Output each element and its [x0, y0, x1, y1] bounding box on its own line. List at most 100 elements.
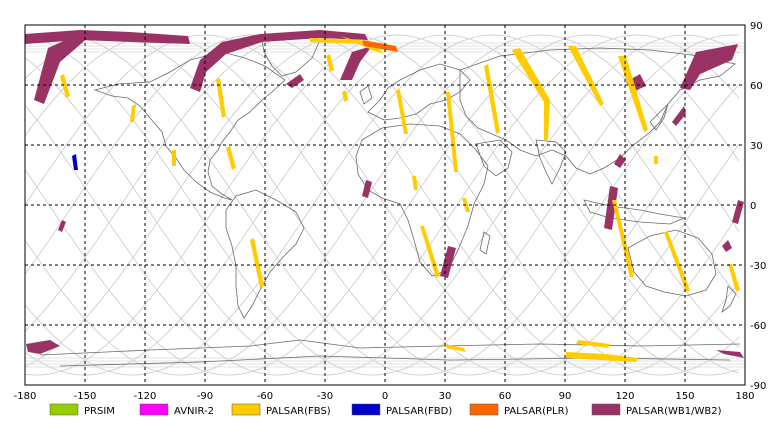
legend-item: PALSAR(PLR): [469, 403, 569, 417]
swath-wb-china: [614, 154, 626, 168]
longitude-tick-label: 30: [439, 391, 452, 402]
swath-fbs-alaska: [60, 74, 70, 98]
swath-fbs-greenland-arc: [340, 36, 384, 54]
swath-fbs-russia: [484, 64, 500, 134]
swath-fbs-europe-1: [396, 90, 408, 134]
swath-wb-greenland: [340, 46, 372, 80]
longitude-tick-labels: -180 -150 -120 -90 -60 -30 0 30 60 90 120 150 180: [14, 391, 755, 402]
swath-wb-vanuatu: [722, 240, 732, 252]
legend-swatch: [49, 403, 79, 416]
swath-fbs-central-america: [172, 150, 176, 166]
longitude-tick-label: 90: [559, 391, 572, 402]
swath-fbs-antarctic-2: [566, 352, 638, 362]
swath-fbs-greenland-west: [326, 54, 334, 72]
legend-label: PRSIM: [84, 406, 115, 417]
swath-fbs-central-asia-2: [568, 46, 604, 106]
legend-label: PALSAR(PLR): [504, 406, 569, 417]
swath-fbs-mexico: [226, 146, 236, 170]
swath-fbs-pacific-nw: [130, 104, 136, 122]
latitude-tick-label: 30: [750, 141, 763, 152]
orbit-track: [24, 34, 740, 376]
latitude-tick-label: 0: [750, 201, 756, 212]
legend-swatch: [591, 403, 621, 416]
legend-swatch: [351, 403, 381, 416]
longitude-tick-label: -30: [317, 391, 333, 402]
orbit-track: [24, 34, 740, 376]
coast-japan: [649, 102, 669, 131]
coast-madagascar: [479, 231, 491, 255]
coast-india: [535, 139, 567, 185]
sensor-legend: PRSIM AVNIR-2 PALSAR(FBS) PALSAR(FBD) PALSAR…: [49, 403, 722, 417]
swath-fbs-iberia: [342, 90, 348, 102]
legend-item: PALSAR(FBD): [351, 403, 452, 417]
coast-north-america: [93, 51, 286, 201]
legend-label: PALSAR(FBD): [386, 406, 452, 417]
swath-fbs-australia: [664, 232, 690, 292]
swath-plr-north-atlantic: [362, 40, 398, 52]
longitude-tick-label: 60: [499, 391, 512, 402]
swath-wb-japan: [672, 106, 686, 126]
orbit-track: [24, 34, 740, 376]
coast-new-zealand: [721, 285, 737, 314]
legend-label: AVNIR-2: [174, 406, 214, 417]
legend-item: PRSIM: [49, 403, 115, 417]
legend-swatch: [231, 403, 261, 416]
coverage-swaths: [25, 30, 744, 362]
latitude-tick-label: 60: [750, 81, 763, 92]
coast-asia: [459, 47, 736, 175]
orbit-track: [24, 34, 740, 376]
swath-fbs-central-asia-1: [512, 48, 550, 140]
swath-wb-indonesia: [604, 186, 618, 230]
legend-swatch: [469, 403, 499, 416]
swath-wb-canada-arc: [190, 30, 368, 92]
longitude-tick-label: 0: [382, 391, 388, 402]
longitude-tick-label: -180: [14, 391, 37, 402]
swath-fbs-antarctic-3: [576, 340, 610, 348]
graticule: [25, 25, 745, 385]
longitude-tick-label: 120: [615, 391, 634, 402]
coast-south-america: [225, 189, 305, 319]
swath-wb-south-africa: [440, 246, 456, 278]
swath-fbs-west-africa: [412, 176, 418, 190]
longitude-tick-label: -120: [134, 391, 157, 402]
legend-label: PALSAR(FBS): [266, 406, 331, 417]
swath-fbs-andes: [250, 238, 264, 288]
legend-label: PALSAR(WB1/WB2): [626, 406, 722, 417]
latitude-tick-label: 90: [750, 21, 763, 32]
legend-item: PALSAR(FBS): [231, 403, 331, 417]
swath-fbs-arctic-canada: [310, 38, 372, 48]
orbit-track: [24, 34, 740, 376]
swath-fbs-indonesia: [612, 200, 634, 278]
swath-wb-alaska: [34, 36, 90, 104]
coast-australia: [627, 229, 717, 297]
latitude-tick-label: -60: [750, 321, 766, 332]
legend-item: AVNIR-2: [139, 403, 214, 417]
swath-wb-west-africa: [362, 180, 372, 198]
swath-fbs-japan-small: [654, 156, 658, 164]
orbit-track: [24, 34, 740, 376]
swath-wb-siberia: [680, 44, 738, 90]
longitude-tick-label: 180: [735, 391, 754, 402]
legend-swatch: [139, 403, 169, 416]
legend-item: PALSAR(WB1/WB2): [591, 403, 722, 417]
longitude-tick-label: -60: [257, 391, 273, 402]
coast-arabia: [475, 139, 513, 177]
latitude-tick-labels: 90 60 30 0 -30 -60 -90: [750, 21, 766, 392]
longitude-tick-label: -90: [197, 391, 213, 402]
swath-fbs-antarctic-1: [444, 344, 466, 352]
longitude-tick-label: 150: [675, 391, 694, 402]
latitude-tick-label: -30: [750, 261, 766, 272]
swath-wb-pacific-islands: [732, 200, 744, 224]
swath-wb-hawaii: [58, 220, 66, 232]
swath-wb-antarctica-east: [716, 350, 744, 358]
latitude-tick-label: -90: [750, 381, 766, 392]
swath-fbd-pacific: [72, 154, 78, 170]
swath-fbs-group: [60, 36, 740, 362]
swath-fbs-pacific: [728, 264, 740, 292]
swath-fbs-europe-2: [446, 92, 458, 172]
map-frame: [24, 24, 746, 386]
swath-wb-antarctica-west: [26, 340, 60, 354]
longitude-tick-label: -150: [74, 391, 97, 402]
